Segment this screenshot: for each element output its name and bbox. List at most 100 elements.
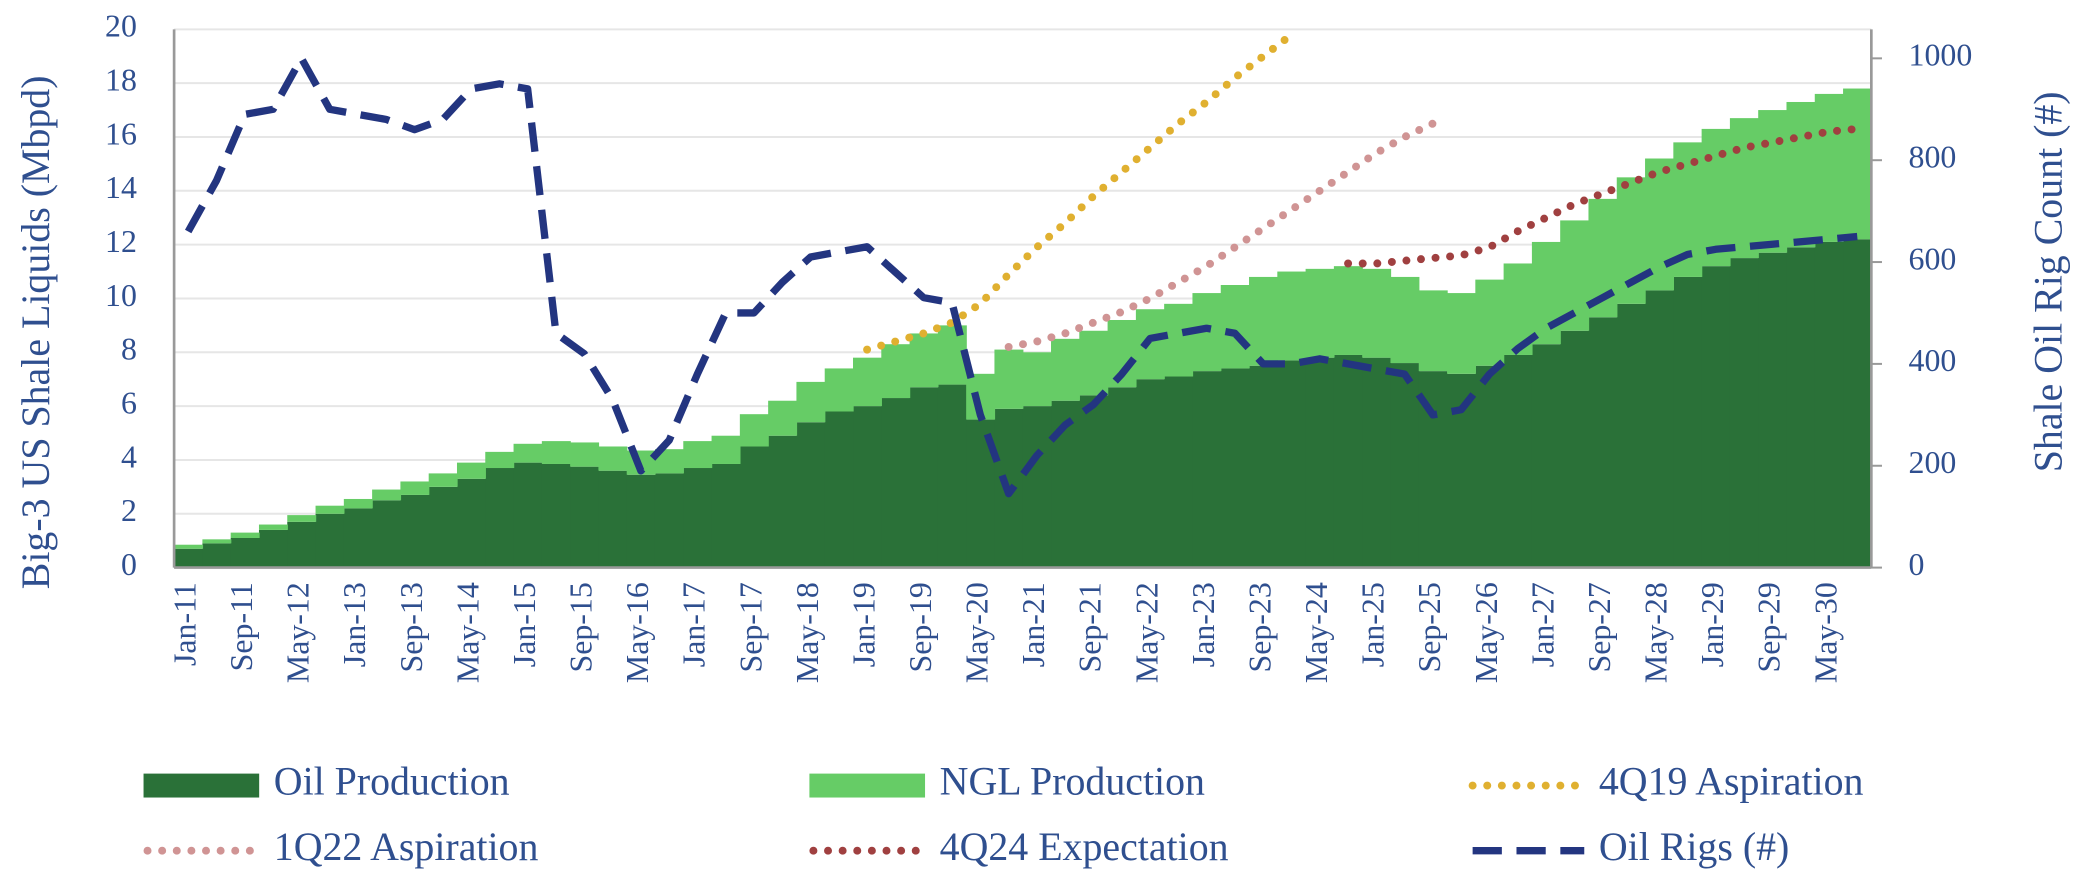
bar-segment xyxy=(1079,330,1109,396)
bar-segment xyxy=(1475,365,1505,568)
y-tick-label: 6 xyxy=(121,385,137,420)
bar-segment xyxy=(1447,373,1476,568)
line-series xyxy=(1004,119,1437,351)
bar-segment xyxy=(768,435,798,568)
x-tick-label: Sep-23 xyxy=(1242,582,1277,672)
bar-segment xyxy=(881,344,911,399)
bar-segment xyxy=(1786,101,1816,248)
bar-segment xyxy=(428,473,458,487)
x-tick-label: Sep-15 xyxy=(564,582,599,672)
bar-segment xyxy=(258,524,288,530)
bar-segment xyxy=(853,357,882,407)
bar-segment xyxy=(1560,220,1590,331)
bar-segment xyxy=(711,463,741,568)
bar-segment xyxy=(1277,271,1307,361)
bar-segment xyxy=(1418,290,1448,372)
bar-segment xyxy=(1135,309,1165,380)
bar-segment xyxy=(1758,110,1788,253)
y-tick-label: 12 xyxy=(105,224,137,259)
bar-segment xyxy=(1249,276,1278,366)
x-tick-label: Jan-17 xyxy=(677,582,712,667)
x-tick-label: Sep-17 xyxy=(733,582,768,672)
bar-segment xyxy=(1022,406,1052,568)
bar-segment xyxy=(315,505,345,514)
y2-tick-label: 200 xyxy=(1909,445,1957,480)
bar-segment xyxy=(739,414,769,447)
y2-tick-label: 400 xyxy=(1909,343,1957,378)
x-tick-label: Jan-13 xyxy=(337,582,372,667)
x-tick-label: May-26 xyxy=(1469,582,1504,683)
bar-segment xyxy=(1503,354,1533,568)
bar-segment xyxy=(287,515,317,522)
bar-segment xyxy=(1645,290,1675,568)
bar-segment xyxy=(1588,317,1618,568)
bar-segment xyxy=(881,398,911,568)
bar-segment xyxy=(1220,285,1250,369)
bar-segment xyxy=(570,466,600,568)
bar-segment xyxy=(343,508,373,568)
bar-segment xyxy=(1729,118,1759,259)
bar-segment xyxy=(1814,93,1844,242)
bar-segment xyxy=(796,381,826,423)
bar-segment xyxy=(1729,258,1759,568)
y-tick-label: 10 xyxy=(105,278,137,313)
bar-segment xyxy=(626,474,656,568)
bar-segment xyxy=(1616,303,1646,568)
x-tick-label: May-14 xyxy=(450,582,485,683)
bar-segment xyxy=(1022,352,1052,407)
bar-segment xyxy=(1701,266,1731,568)
bar-segment xyxy=(343,498,373,509)
bar-segment xyxy=(1531,241,1561,345)
bar-segment xyxy=(598,446,628,471)
bar-segment xyxy=(513,462,543,568)
x-tick-label: Sep-19 xyxy=(903,582,938,672)
bar-segment xyxy=(1843,88,1873,240)
x-tick-label: May-18 xyxy=(790,582,825,683)
y-axis-title: Big-3 US Shale Liquids (Mbpd) xyxy=(13,75,58,589)
x-tick-label: Jan-19 xyxy=(846,582,881,667)
legend-swatch xyxy=(809,773,926,798)
bar-segment xyxy=(258,529,288,568)
bar-segment xyxy=(174,544,204,549)
x-tick-label: Sep-25 xyxy=(1412,582,1447,672)
x-tick-label: Sep-11 xyxy=(224,582,259,671)
bar-segment xyxy=(202,543,232,568)
y-tick-label: 16 xyxy=(105,116,137,151)
bar-segment xyxy=(287,521,317,568)
x-tick-label: Sep-13 xyxy=(394,582,429,672)
x-tick-label: Jan-25 xyxy=(1356,582,1391,667)
y-tick-label: 14 xyxy=(105,170,137,205)
bar-segment xyxy=(1333,266,1363,355)
y2-tick-label: 800 xyxy=(1909,140,1957,175)
x-tick-label: May-30 xyxy=(1808,582,1843,683)
bar-segment xyxy=(853,406,882,568)
x-tick-label: Jan-27 xyxy=(1525,582,1560,667)
bar-segment xyxy=(202,539,232,544)
bar-segment xyxy=(1814,241,1844,568)
bar-segment xyxy=(513,443,543,463)
x-tick-label: May-16 xyxy=(620,582,655,683)
y-tick-label: 4 xyxy=(121,439,137,474)
bar-segment xyxy=(739,446,769,568)
bar-segment xyxy=(768,400,798,436)
bar-segment xyxy=(1249,365,1278,568)
legend-label: Oil Production xyxy=(274,759,510,804)
bar-segment xyxy=(1192,371,1222,568)
bar-segment xyxy=(1531,344,1561,568)
legend-label: NGL Production xyxy=(940,759,1205,804)
bar-segment xyxy=(230,537,260,568)
bar-segment xyxy=(174,548,204,568)
y2-tick-label: 0 xyxy=(1909,547,1925,582)
legend-label: 4Q24 Expectation xyxy=(940,824,1229,869)
bar-segment xyxy=(598,470,628,568)
x-tick-label: Jan-21 xyxy=(1016,582,1051,667)
bar-segment xyxy=(1475,279,1505,366)
bar-segment xyxy=(1051,338,1080,401)
y-tick-label: 20 xyxy=(105,9,137,44)
bar-segment xyxy=(1305,357,1335,568)
bar-segment xyxy=(937,384,967,568)
x-tick-label: Sep-29 xyxy=(1752,582,1787,672)
bar-segment xyxy=(372,489,402,501)
y-tick-label: 8 xyxy=(121,332,137,367)
